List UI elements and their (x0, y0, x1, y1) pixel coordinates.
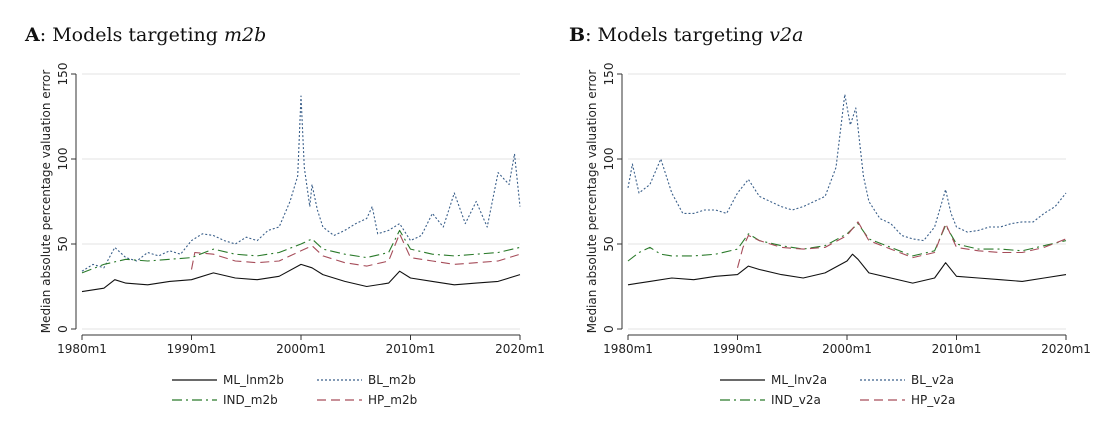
chart-b-x-tick-label: 2000m1 (822, 342, 872, 356)
chart-b-x-tick-label: 1980m1 (603, 342, 653, 356)
panel-a-letter: A (25, 24, 40, 46)
chart-a-x-tick-label: 2010m1 (386, 342, 436, 356)
chart-b-legend-label: ML_lnv2a (771, 373, 827, 387)
panel-a-title: A: Models targeting m2b (25, 24, 266, 46)
chart-a-series-line-bl_m2b (81, 95, 521, 272)
chart-a-y-tick-label: 0 (56, 325, 70, 333)
chart-a-y-tick-label: 50 (56, 236, 70, 251)
chart-b-legend-label: HP_v2a (911, 393, 955, 407)
chart-a-series-line-hp_m2b (190, 233, 521, 270)
chart-b-series-line-ml_lnv2a (627, 253, 1067, 286)
chart-b-legend-label: BL_v2a (911, 373, 954, 387)
chart-a-x-tick-label: 1990m1 (167, 342, 217, 356)
chart-b-series-line-ind_v2a (627, 223, 1067, 262)
chart-a-y-tick-label: 150 (56, 63, 70, 86)
chart-b-y-tick-label: 0 (602, 325, 616, 333)
chart-b-x-tick-label: 2010m1 (932, 342, 982, 356)
chart-b-y-tick-label: 50 (602, 236, 616, 251)
chart-a-x-tick-label: 2000m1 (276, 342, 326, 356)
chart-b-y-axis-label: Median absolute percentage valuation err… (585, 70, 599, 334)
chart-a-legend-label: IND_m2b (223, 393, 278, 407)
chart-b-y-tick-label: 150 (602, 63, 616, 86)
chart-a-x-tick-label: 2020m1 (495, 342, 545, 356)
chart-panel-b: 0 50 100 150 1980m1 1990m1 2000m1 2010m1 2020m1 M… (585, 63, 1091, 407)
chart-a-series-line-ind_m2b (81, 229, 521, 274)
panel-b-title: B: Models targeting v2a (569, 24, 803, 46)
chart-a-legend-label: BL_m2b (368, 373, 416, 387)
panel-b-target: v2a (769, 24, 804, 46)
chart-a-x-tick-label: 1980m1 (57, 342, 107, 356)
chart-b-series-line-bl_v2a (627, 93, 1067, 242)
chart-a-legend-label: ML_lnm2b (223, 373, 284, 387)
chart-b-x-tick-label: 1990m1 (713, 342, 763, 356)
chart-b-y-tick-label: 100 (602, 148, 616, 171)
panel-b-letter: B (569, 24, 586, 46)
chart-b-series-line-hp_v2a (736, 221, 1067, 268)
chart-b-x-tick-label: 2020m1 (1041, 342, 1091, 356)
panel-a-prefix: : Models targeting (39, 24, 224, 46)
chart-panel-a: 0 50 100 150 1980m1 1990m1 2000m1 2010m1 2020m1 M… (39, 63, 545, 407)
chart-b-legend-label: IND_v2a (771, 393, 821, 407)
panel-a-target: m2b (223, 24, 267, 46)
chart-a-legend-label: HP_m2b (368, 393, 417, 407)
panel-b-prefix: : Models targeting (585, 24, 770, 46)
chart-a-y-axis-label: Median absolute percentage valuation err… (39, 70, 53, 334)
chart-a-y-tick-label: 100 (56, 148, 70, 171)
chart-a-series-line-ml_lnm2b (81, 263, 521, 293)
